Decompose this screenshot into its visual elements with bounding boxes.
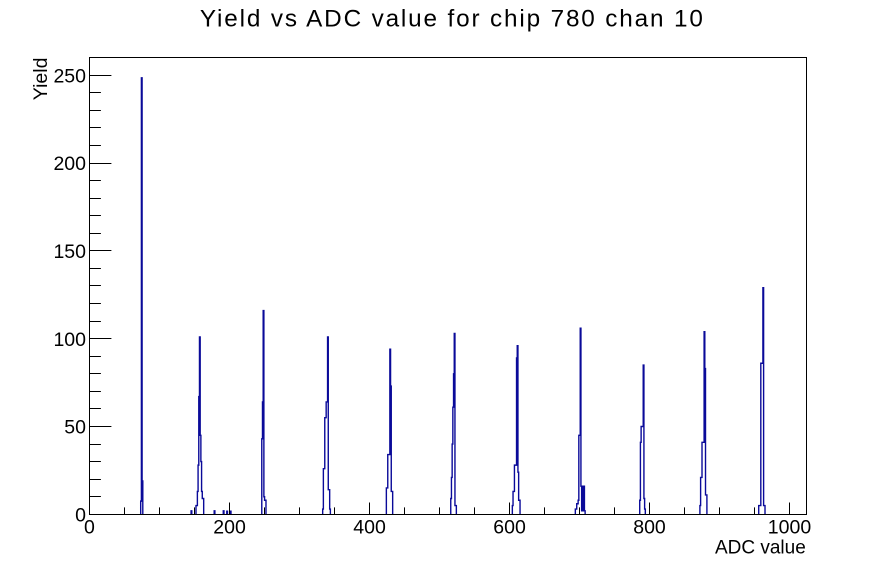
svg-text:200: 200 <box>53 153 86 175</box>
svg-text:800: 800 <box>633 516 666 538</box>
svg-text:200: 200 <box>213 516 246 538</box>
svg-text:Yield vs ADC value for chip 78: Yield vs ADC value for chip 780 chan 10 <box>200 6 705 33</box>
svg-text:0: 0 <box>84 516 95 538</box>
svg-text:0: 0 <box>75 504 86 526</box>
svg-text:ADC value: ADC value <box>715 537 806 558</box>
svg-text:100: 100 <box>53 329 86 351</box>
svg-text:400: 400 <box>353 516 386 538</box>
svg-text:250: 250 <box>53 65 86 87</box>
svg-text:50: 50 <box>64 417 86 439</box>
svg-text:Yield: Yield <box>30 58 52 101</box>
svg-text:1000: 1000 <box>768 516 812 538</box>
svg-text:150: 150 <box>53 241 86 263</box>
svg-text:600: 600 <box>493 516 526 538</box>
